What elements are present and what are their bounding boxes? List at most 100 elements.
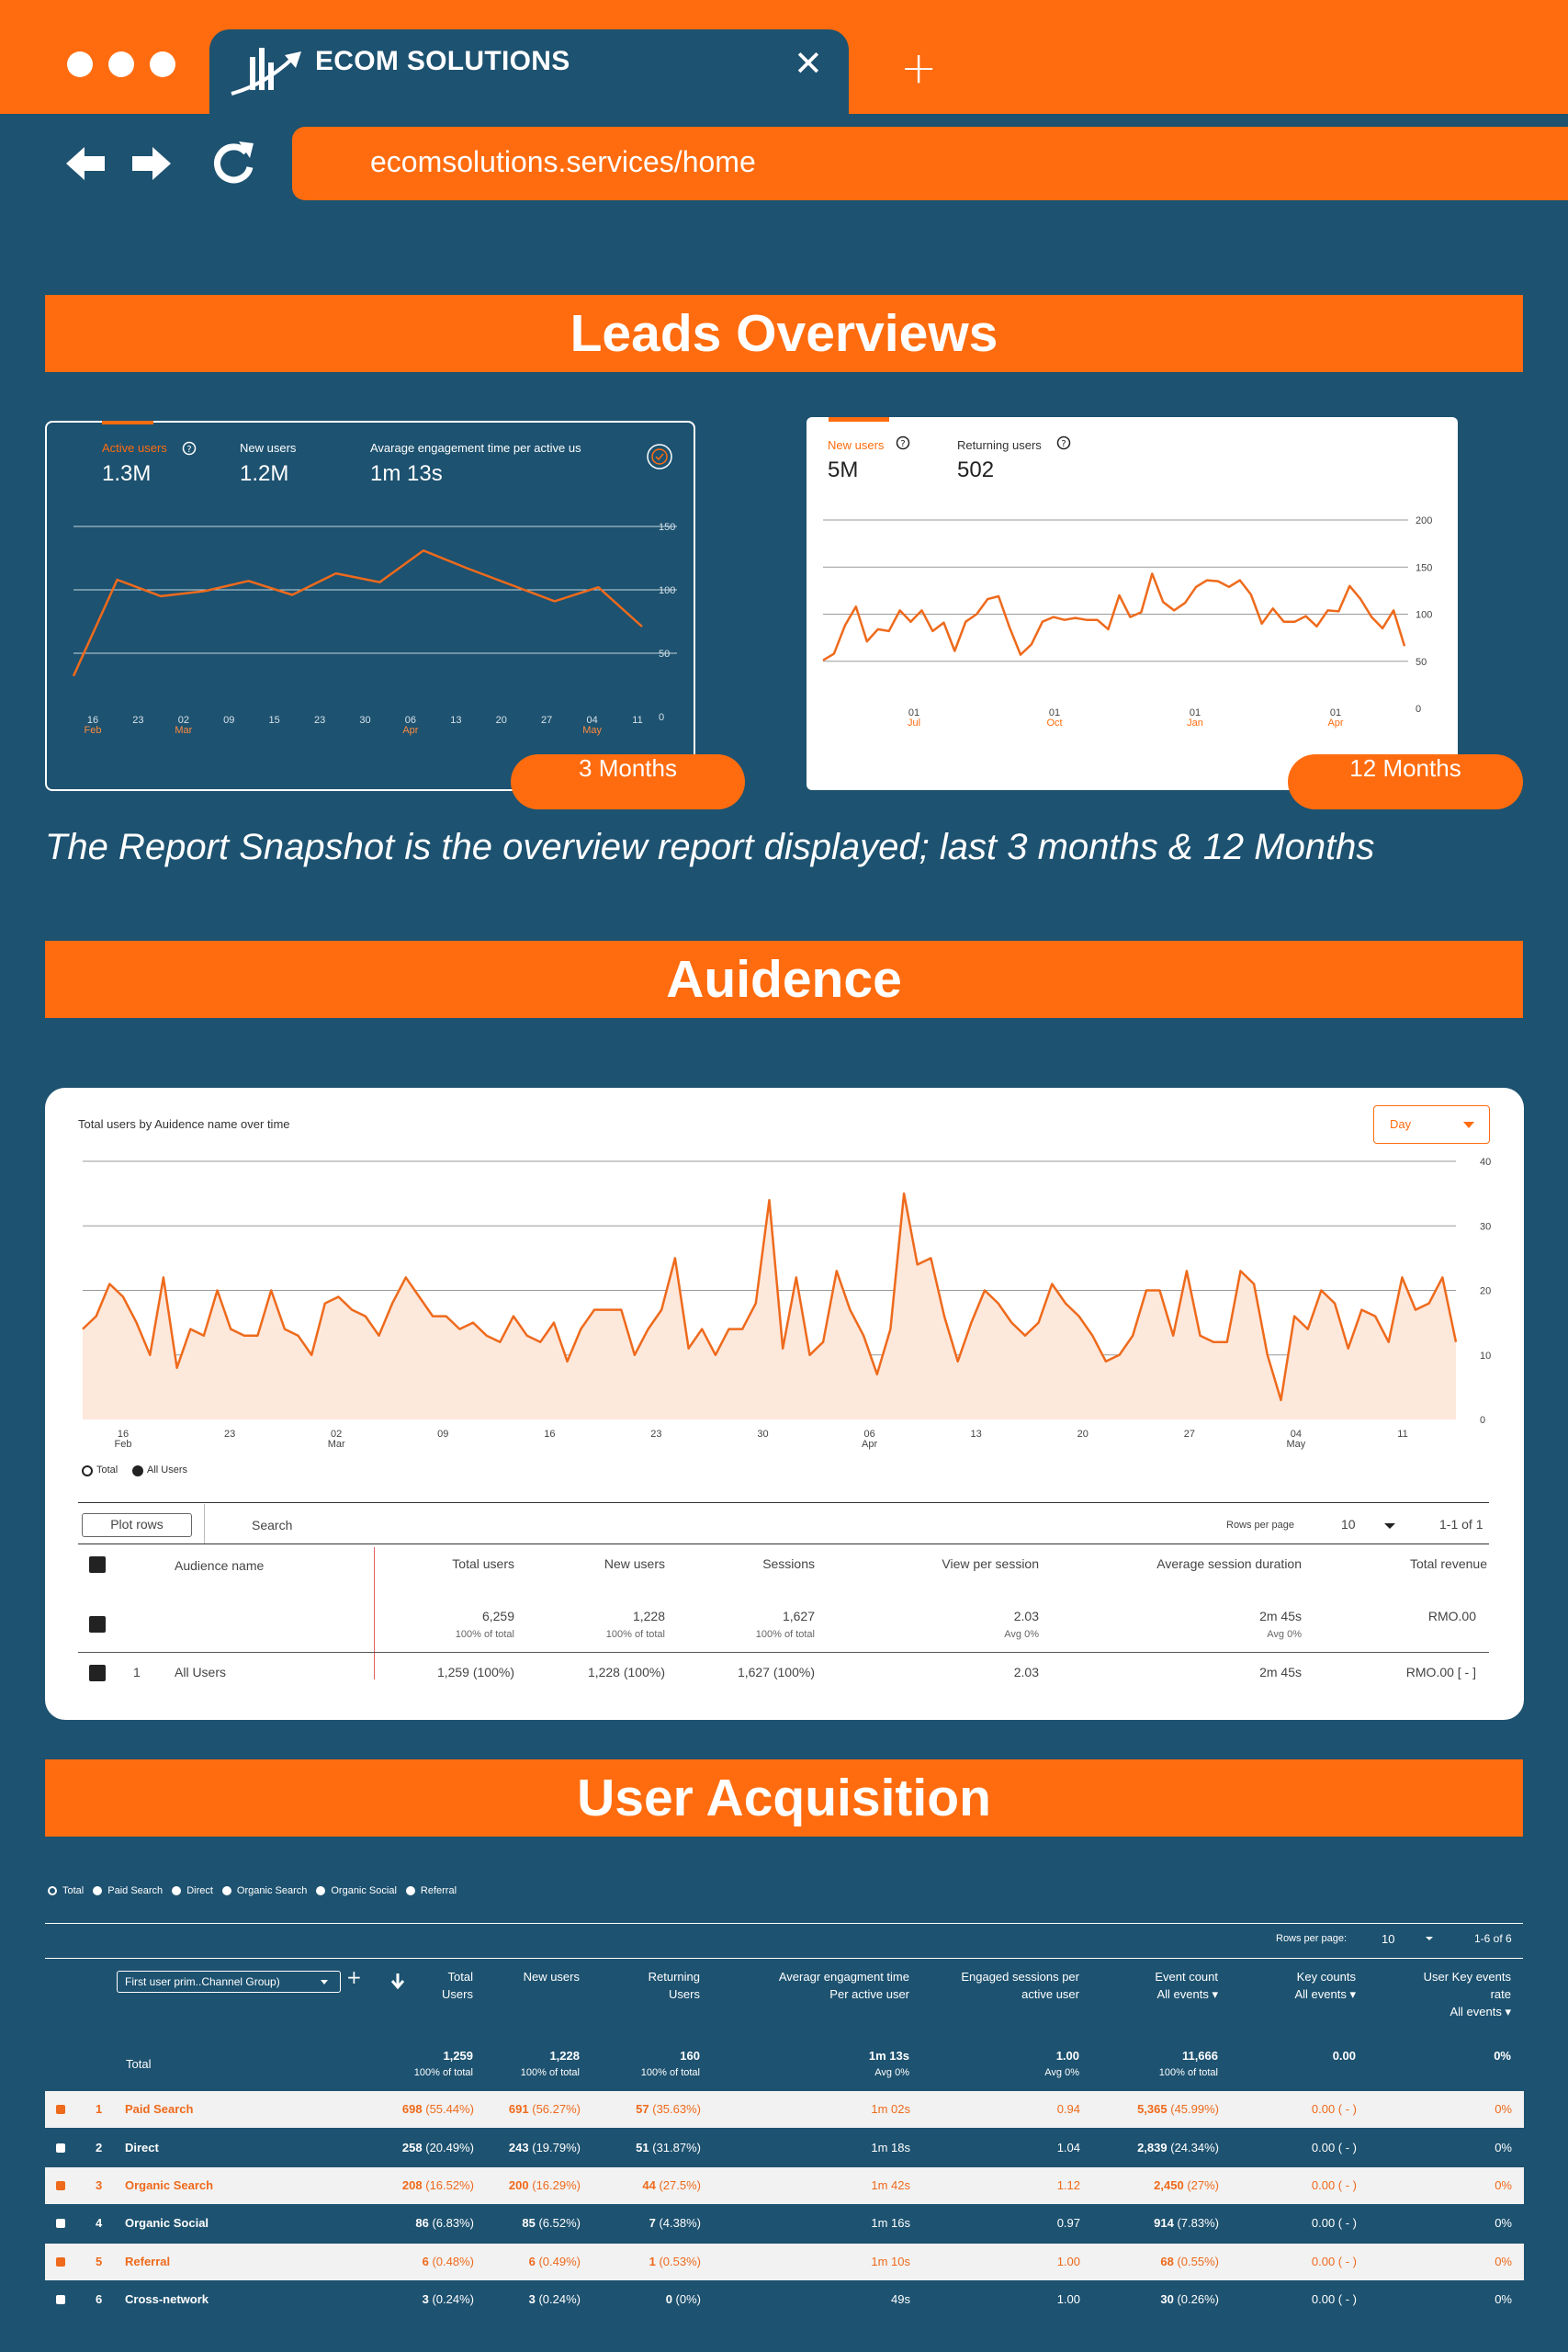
table-row[interactable]: 2 Direct 258 (20.49%) 243 (19.79%) 51 (31.87… <box>45 2130 1524 2166</box>
row-checkbox[interactable] <box>56 2295 65 2304</box>
column-header[interactable]: Average session duration <box>1156 1556 1302 1571</box>
column-header[interactable]: Total Users <box>442 1968 473 2003</box>
channel-name[interactable]: Organic Social <box>125 2216 209 2230</box>
channel-name[interactable]: Cross-network <box>125 2292 209 2306</box>
row-checkbox[interactable] <box>56 2257 65 2267</box>
row-checkbox[interactable] <box>89 1616 106 1633</box>
browser-tab[interactable]: ECOM SOLUTIONS ✕ <box>209 29 849 121</box>
url-text[interactable]: ecomsolutions.services/home <box>370 145 756 178</box>
y-tick-label: 40 <box>1480 1157 1491 1168</box>
row-checkbox[interactable] <box>56 2143 65 2153</box>
select-all-checkbox[interactable] <box>89 1556 106 1573</box>
column-header[interactable]: Averagr engagment time Per active user <box>779 1968 909 2003</box>
cell-value: 1.00 <box>1056 2292 1080 2306</box>
forward-arrow-icon[interactable] <box>123 136 178 191</box>
table-cell: 698 (55.44%) <box>402 2102 474 2116</box>
chevron-down-icon[interactable] <box>1383 1522 1396 1530</box>
column-header[interactable]: Returning Users <box>649 1968 700 2003</box>
plus-icon[interactable]: + <box>346 1966 362 1988</box>
column-header[interactable]: Total revenue <box>1409 1556 1487 1571</box>
channel-name[interactable]: Direct <box>125 2141 159 2154</box>
help-icon[interactable]: ? <box>182 441 197 456</box>
table-row[interactable]: 5 Referral 6 (0.48%) 6 (0.49%) 1 (0.53%) 1m 1… <box>45 2244 1524 2280</box>
legend-all-users-marker[interactable] <box>132 1465 143 1476</box>
column-header[interactable]: User Key events rate All events ▾ <box>1424 1968 1511 2020</box>
table-row[interactable]: 6 Cross-network 3 (0.24%) 3 (0.24%) 0 (0%) 49… <box>45 2281 1524 2318</box>
three-months-button[interactable]: 3 Months <box>511 754 745 809</box>
legend-marker[interactable] <box>48 1886 57 1895</box>
address-bar[interactable]: ecomsolutions.services/home <box>292 127 1568 200</box>
legend-marker[interactable] <box>93 1886 103 1895</box>
twelve-months-button[interactable]: 12 Months <box>1288 754 1523 809</box>
column-header[interactable]: New users <box>604 1556 665 1571</box>
column-header[interactable]: View per session <box>942 1556 1039 1571</box>
rows-per-page-select[interactable]: 10 <box>1341 1517 1356 1532</box>
legend-total-marker[interactable] <box>82 1465 93 1476</box>
cell-percent: (0.49%) <box>535 2255 581 2268</box>
granularity-dropdown[interactable]: Day <box>1373 1105 1490 1144</box>
window-control-dot[interactable] <box>108 51 134 77</box>
window-control-dot[interactable] <box>150 51 175 77</box>
channel-name[interactable]: Organic Search <box>125 2178 214 2192</box>
cell-percent: (55.44%) <box>422 2102 474 2116</box>
row-checkbox[interactable] <box>56 2105 65 2114</box>
dimension-select[interactable]: First user prim..Channel Group) <box>117 1971 341 1993</box>
column-header[interactable]: Key counts All events ▾ <box>1295 1968 1357 2003</box>
row-checkbox[interactable] <box>56 2181 65 2190</box>
x-tick-label: 27 <box>1184 1429 1195 1440</box>
x-tick-label: 16 <box>544 1429 555 1440</box>
channel-name[interactable]: Paid Search <box>125 2102 194 2116</box>
column-header-line: Total <box>447 1970 473 1984</box>
legend-marker[interactable] <box>221 1886 231 1895</box>
x-tick-month: May <box>582 725 602 736</box>
column-header[interactable]: Engaged sessions per active user <box>961 1968 1079 2003</box>
row-index: 4 <box>96 2216 103 2230</box>
help-icon[interactable]: ? <box>1056 435 1071 450</box>
back-arrow-icon[interactable] <box>59 136 114 191</box>
total-value: 1,627 <box>782 1609 815 1623</box>
legend-marker[interactable] <box>316 1886 326 1895</box>
table-cell: 49s <box>891 2292 910 2306</box>
plus-icon[interactable]: + <box>900 42 938 94</box>
total-cell: 2.03 Avg 0% <box>1004 1609 1039 1640</box>
column-header-line: Event count <box>1155 1970 1218 1984</box>
reload-icon[interactable] <box>206 136 261 191</box>
channel-name[interactable]: Referral <box>125 2255 171 2268</box>
cell-value: 0% <box>1495 2102 1512 2116</box>
cell-value: 200 <box>508 2178 529 2192</box>
x-tick-month: Apr <box>402 725 418 736</box>
table-row[interactable]: 1 Paid Search 698 (55.44%) 691 (56.27%) 57 (… <box>45 2091 1524 2128</box>
column-header[interactable]: Event count All events ▾ <box>1155 1968 1218 2003</box>
row-checkbox[interactable] <box>89 1665 106 1681</box>
check-circle-icon[interactable] <box>646 443 673 470</box>
table-cell: 258 (20.49%) <box>402 2141 474 2154</box>
legend-marker[interactable] <box>405 1886 415 1895</box>
x-tick-label: 20 <box>496 715 507 726</box>
divider <box>204 1504 205 1544</box>
rows-per-page-select[interactable]: 10 <box>1382 1932 1395 1946</box>
row-checkbox[interactable] <box>56 2219 65 2228</box>
chevron-down-icon[interactable] <box>1425 1936 1434 1941</box>
column-header[interactable]: Total users <box>452 1556 514 1571</box>
cell-percent: (0.48%) <box>428 2255 474 2268</box>
close-icon[interactable]: ✕ <box>794 43 823 84</box>
audience-name[interactable]: All Users <box>175 1665 227 1679</box>
column-header[interactable]: Sessions <box>762 1556 815 1571</box>
table-cell: 1m 02s <box>871 2102 910 2116</box>
cell-value: 51 <box>636 2141 649 2154</box>
column-header[interactable]: New users <box>524 1968 580 1985</box>
cell-value: 5,365 <box>1137 2102 1168 2116</box>
legend-marker[interactable] <box>172 1886 182 1895</box>
sort-down-arrow-icon[interactable] <box>390 1973 405 1989</box>
table-row[interactable]: 3 Organic Search 208 (16.52%) 200 (16.29%) 4… <box>45 2167 1524 2204</box>
chevron-down-icon <box>1463 1122 1474 1128</box>
column-header[interactable]: Audience name <box>175 1558 265 1573</box>
table-cell: 6 (0.49%) <box>529 2255 581 2268</box>
window-control-dot[interactable] <box>67 51 93 77</box>
table-row[interactable]: 4 Organic Social 86 (6.83%) 85 (6.52%) 7 (4.… <box>45 2205 1524 2242</box>
search-input[interactable]: Search <box>252 1518 293 1532</box>
plot-rows-button[interactable]: Plot rows <box>82 1513 192 1537</box>
help-icon[interactable]: ? <box>896 435 910 450</box>
table-cell: 0% <box>1495 2141 1512 2154</box>
cell-percent: (27.5%) <box>655 2178 701 2192</box>
